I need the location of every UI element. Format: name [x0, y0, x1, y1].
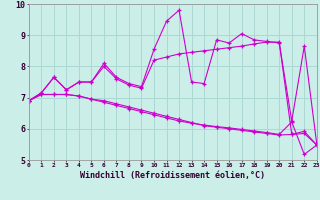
X-axis label: Windchill (Refroidissement éolien,°C): Windchill (Refroidissement éolien,°C)	[80, 171, 265, 180]
